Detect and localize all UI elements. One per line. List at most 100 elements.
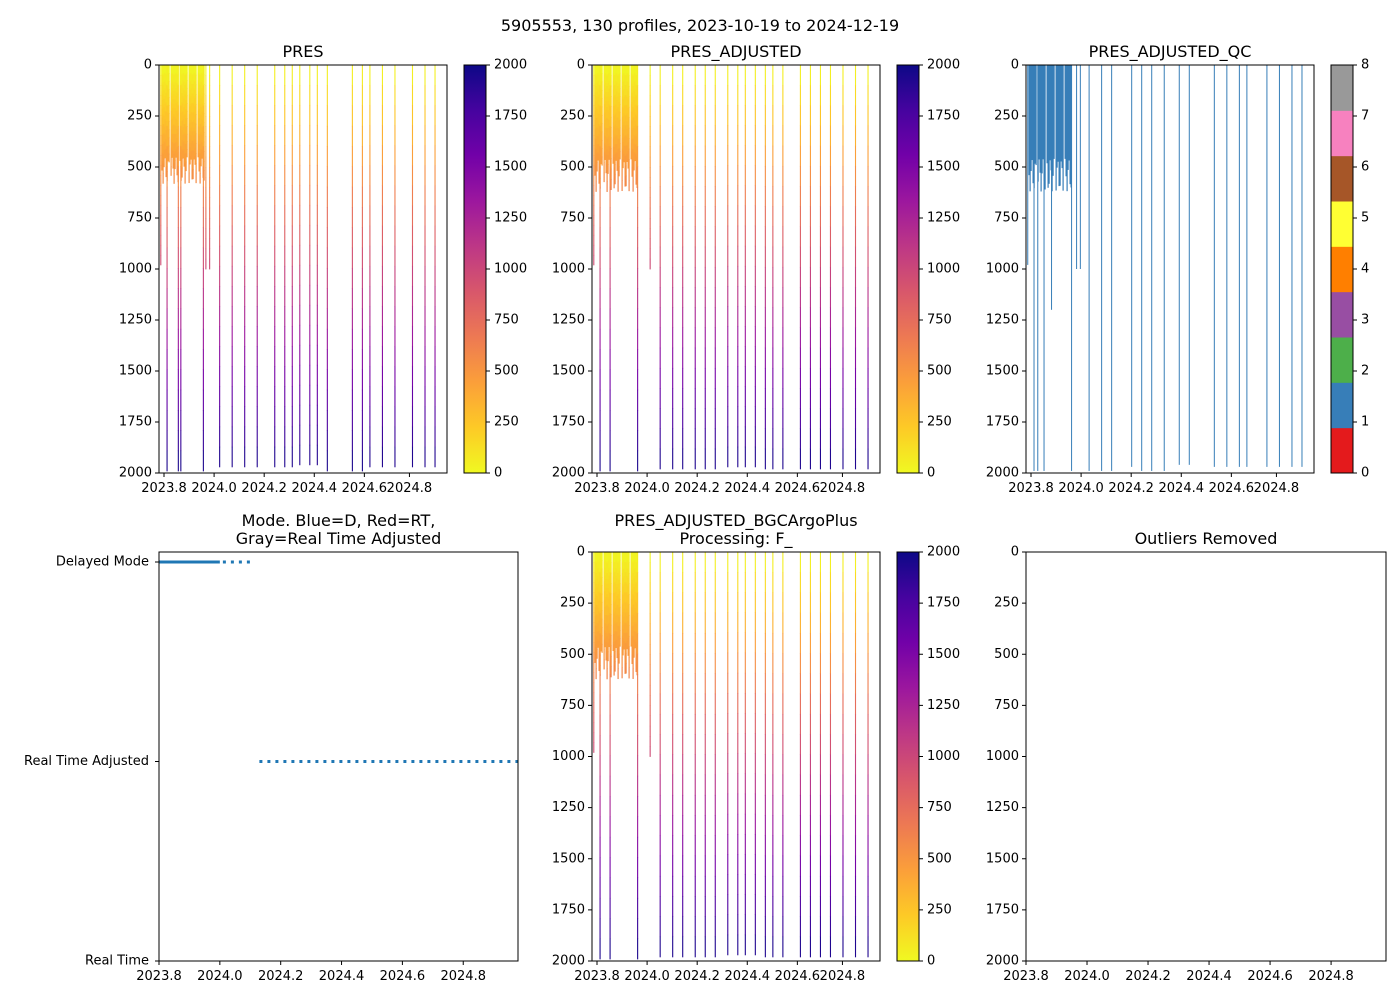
profile-line-segment [682, 592, 684, 614]
profile-line-segment [609, 735, 611, 756]
profile-line-segment [854, 105, 857, 126]
profile-line-segment [714, 673, 716, 695]
profile-line-segment [326, 288, 328, 309]
profile-segment [630, 567, 632, 577]
profile-line-segment [599, 186, 601, 208]
x-tick-label: 2024.4 [1186, 969, 1232, 984]
profile-line-segment [351, 207, 353, 228]
profile-line-segment [867, 105, 869, 126]
profile-line-segment [649, 248, 651, 260]
profile-line-segment [854, 266, 857, 288]
profile-line-segment [782, 448, 784, 470]
profile-line-segment [291, 406, 293, 428]
profile-line-segment [829, 347, 832, 369]
profile-line-segment [829, 307, 832, 328]
profile-line-segment [714, 835, 716, 857]
profile-line-segment [274, 386, 276, 407]
profile-segment [596, 605, 598, 615]
profile-line-segment [799, 794, 801, 816]
profile-line-segment [854, 774, 857, 796]
profile-segment [191, 159, 193, 170]
profile-line-segment [672, 693, 674, 715]
profile-segment [168, 89, 170, 98]
profile-segment [188, 172, 190, 184]
profile-segment [197, 72, 199, 81]
profile-segment [603, 162, 605, 173]
profile-line-segment [434, 145, 436, 166]
profile-line-segment [180, 328, 182, 350]
profile-line-segment [782, 936, 784, 958]
profile-line-segment [772, 206, 774, 227]
profile-segment [618, 138, 620, 149]
profile-segment [628, 117, 630, 129]
profile-segment [627, 116, 629, 126]
profile-line-segment [609, 775, 611, 797]
profile-line-segment [593, 682, 595, 693]
y-tick-label: 250 [994, 596, 1019, 611]
profile-segment [621, 96, 623, 108]
profile-segment [175, 103, 177, 112]
profile-line-segment [659, 408, 661, 429]
profile-segment [596, 117, 598, 128]
profile-line-segment [727, 326, 729, 347]
y-tick-label: 2000 [119, 466, 152, 481]
profile-line-segment [772, 186, 774, 207]
profile-segment [623, 632, 625, 642]
panel-title: PRES_ADJUSTED_QC [1089, 42, 1252, 62]
profile-line-segment [593, 742, 595, 753]
profile-line-segment [842, 165, 844, 187]
profile-segment [608, 120, 610, 129]
profile-segment [179, 65, 181, 74]
profile-line-segment [754, 652, 756, 674]
profile-segment [598, 601, 600, 612]
profile-line-segment [704, 287, 706, 308]
profile-line-segment [326, 349, 328, 370]
profile-segment [614, 581, 616, 593]
profile-segment [627, 569, 629, 579]
profile-line-segment [799, 552, 801, 573]
profile-line-segment [727, 793, 729, 815]
profile-segment [625, 165, 627, 177]
profile-segment [634, 72, 636, 82]
profile-segment [631, 561, 633, 572]
profile-segment [163, 124, 165, 134]
profile-bar [1069, 65, 1071, 185]
profile-line-segment [637, 796, 639, 817]
profile-segment [175, 80, 177, 89]
profile-line-segment [867, 916, 869, 938]
profile-line-segment [744, 773, 746, 795]
profile-line-segment [326, 308, 328, 330]
profile-line-segment [727, 672, 729, 694]
profile-line-segment [714, 367, 716, 389]
profile-segment [172, 73, 174, 83]
profile-line-segment [764, 835, 766, 857]
profile-line-segment [867, 754, 869, 776]
profile-segment [179, 144, 181, 153]
profile-segment [614, 74, 616, 86]
profile-line-segment [219, 105, 221, 126]
profile-line-segment [659, 552, 661, 573]
profile-segment [199, 163, 201, 174]
profile-line-segment [256, 286, 258, 307]
profile-segment [182, 150, 184, 159]
profile-segment [171, 65, 173, 74]
profile-segment [195, 94, 197, 105]
profile-segment [628, 106, 630, 118]
profile-line-segment [754, 326, 756, 347]
profile-segment [607, 633, 609, 644]
profile-line-segment [727, 733, 729, 754]
profile-bar [1034, 65, 1036, 164]
profile-segment [610, 604, 612, 615]
profile-segment [598, 552, 600, 563]
profile-segment [605, 65, 607, 75]
profile-line-segment [231, 406, 233, 428]
profile-segment [597, 623, 599, 632]
profile-line-segment [369, 346, 371, 367]
profile-line-segment [351, 105, 353, 127]
profile-segment [597, 88, 599, 98]
profile-line-segment [829, 85, 832, 106]
profile-line-segment [309, 65, 311, 86]
profile-line-segment [854, 367, 857, 389]
profile-line-segment [394, 165, 396, 186]
profile-segment [621, 65, 623, 76]
